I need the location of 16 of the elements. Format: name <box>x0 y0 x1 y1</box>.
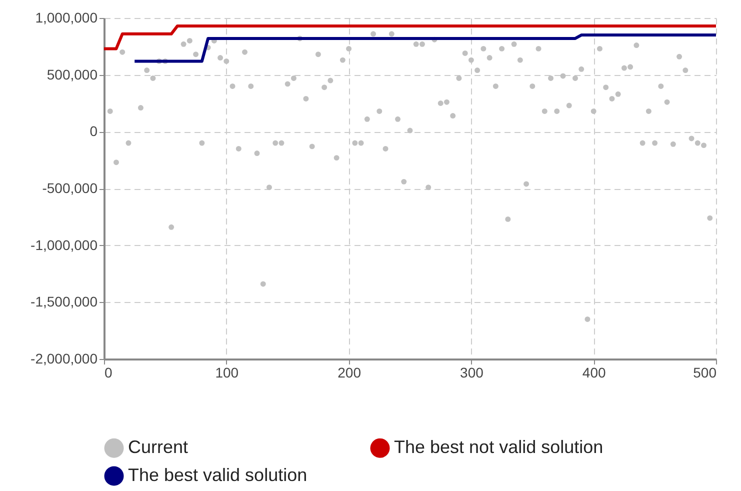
y-tick-label: 1,000,000 <box>35 10 98 26</box>
y-tick-label: -500,000 <box>42 180 98 196</box>
legend-label: Current <box>128 437 188 458</box>
y-tick-label: -1,000,000 <box>30 236 98 253</box>
x-tick-label: 300 <box>460 364 484 380</box>
y-tick-label: -1,500,000 <box>30 294 98 310</box>
legend-label: The best valid solution <box>128 465 308 485</box>
x-tick-label: 100 <box>215 364 239 380</box>
y-tick-label: -2,000,000 <box>30 350 98 366</box>
x-tick-label: 400 <box>582 364 606 380</box>
x-tick-label: 500 <box>693 364 717 380</box>
x-tick-label: 200 <box>338 364 362 380</box>
y-tick-label: 500,000 <box>46 66 98 82</box>
y-tick-label: 0 <box>90 123 98 140</box>
legend-label: The best not valid solution <box>394 437 604 458</box>
x-tick-label: 0 <box>104 364 112 380</box>
